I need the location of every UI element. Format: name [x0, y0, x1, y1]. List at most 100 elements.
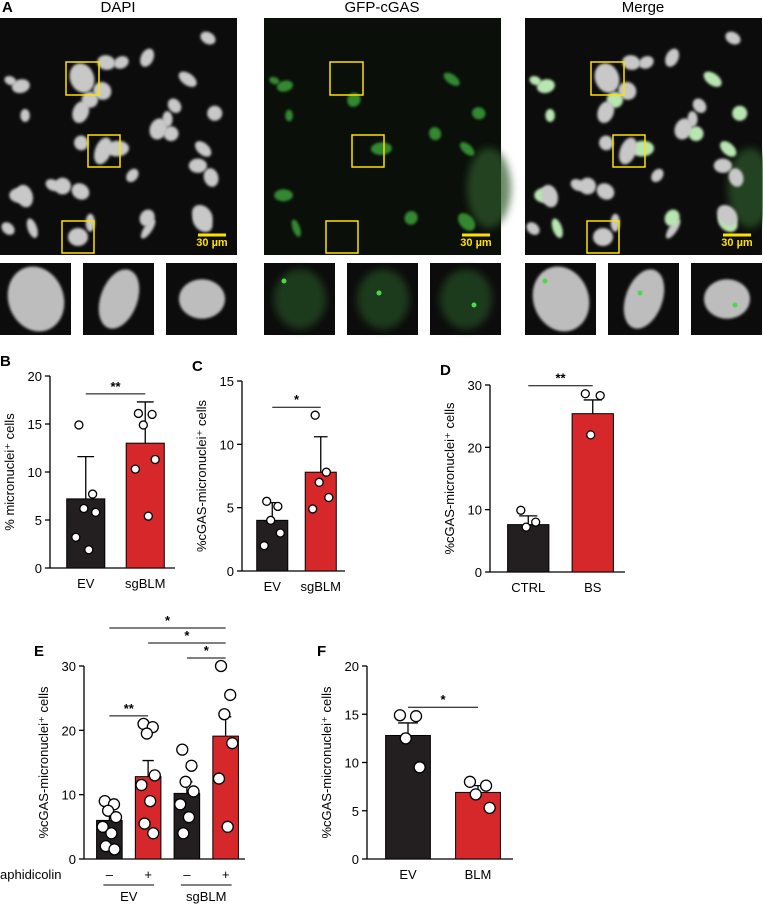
nucleus	[619, 137, 637, 165]
data-point	[147, 409, 157, 420]
y-tick-label: 20	[345, 659, 359, 674]
nucleus	[732, 105, 748, 121]
data-point	[140, 727, 153, 740]
y-tick-label: 10	[468, 503, 482, 518]
data-point	[413, 761, 426, 774]
nucleus	[545, 109, 555, 122]
nucleus	[623, 269, 665, 329]
zoom-box	[65, 61, 100, 96]
inset	[430, 263, 501, 335]
gfp-signal	[285, 109, 293, 122]
data-point	[150, 454, 160, 465]
y-tick-label: 10	[28, 465, 42, 480]
micrographs	[0, 18, 763, 335]
bar	[571, 413, 614, 573]
x-tick-label: +	[144, 867, 152, 882]
y-tick-label: 20	[468, 440, 482, 455]
nucleus	[651, 168, 664, 183]
data-point	[133, 408, 144, 419]
significance-label: *	[204, 643, 210, 658]
nucleus	[45, 179, 60, 192]
inset	[83, 263, 154, 335]
data-point	[259, 541, 269, 551]
nucleus	[113, 56, 129, 69]
nucleus	[203, 168, 219, 187]
gfp-signal	[443, 72, 460, 86]
zoom-box	[612, 134, 646, 168]
nucleus	[179, 279, 225, 319]
significance-label: **	[124, 701, 135, 716]
nucleus	[162, 111, 173, 127]
inset	[166, 263, 237, 335]
micronucleus	[376, 290, 382, 296]
nucleus	[674, 118, 693, 140]
nucleus	[94, 137, 112, 165]
x-tick-label: CTRL	[511, 580, 545, 595]
data-point	[516, 505, 526, 515]
micronucleus	[637, 290, 643, 296]
gfp-signal	[276, 80, 293, 92]
data-point	[266, 515, 276, 525]
nucleus	[54, 177, 72, 195]
y-tick-label: 5	[35, 513, 42, 528]
x-tick-label: EV	[264, 579, 282, 594]
nucleus	[207, 105, 223, 121]
micrograph	[0, 18, 237, 255]
cell-glow	[728, 148, 763, 228]
micrograph	[264, 18, 511, 255]
nucleus	[194, 141, 212, 157]
data-point	[314, 477, 324, 487]
group-label: sgBLM	[186, 889, 226, 904]
nucleus	[1, 222, 15, 235]
gfp-signal	[370, 142, 392, 155]
data-point	[130, 464, 140, 474]
inset	[691, 263, 762, 335]
significance-label: **	[110, 379, 121, 394]
panel-letter: C	[192, 358, 203, 375]
x-tick-label: EV	[399, 867, 417, 882]
nucleus	[725, 31, 741, 45]
data-point	[79, 503, 89, 514]
row-label: aphidicolin	[0, 867, 61, 882]
data-point	[91, 507, 101, 517]
x-tick-label: –	[183, 867, 191, 882]
significance-label: *	[440, 692, 446, 707]
data-point	[109, 811, 123, 824]
data-point	[148, 769, 161, 782]
nucleus	[596, 183, 615, 200]
panel-letter: A	[2, 0, 13, 16]
y-axis-label: %cGAS-micronuclei⁺ cells	[36, 686, 51, 839]
data-point	[74, 420, 84, 430]
nucleus	[20, 109, 30, 122]
cell-glow	[357, 269, 409, 329]
panel-letter: D	[440, 362, 451, 379]
y-tick-label: 15	[345, 707, 359, 722]
data-point	[138, 817, 151, 830]
nucleus	[551, 218, 563, 238]
nucleus	[4, 76, 17, 86]
x-tick-label: BLM	[465, 867, 492, 882]
nucleus	[191, 204, 213, 227]
data-point	[212, 772, 226, 785]
data-point	[531, 517, 541, 527]
nucleus	[526, 222, 540, 235]
significance-label: *	[165, 613, 171, 628]
nucleus	[71, 183, 90, 200]
y-tick-label: 20	[28, 369, 42, 384]
data-point	[580, 389, 590, 399]
inset	[608, 263, 679, 335]
gfp-signal	[404, 211, 418, 225]
nucleus	[713, 158, 732, 173]
nucleus	[692, 98, 707, 113]
inset	[0, 263, 71, 335]
nucleus	[163, 126, 179, 142]
data-point	[187, 785, 200, 798]
channel-title: GFP-cGAS	[344, 0, 419, 16]
y-tick-label: 0	[35, 561, 42, 576]
scale-label: 30 µm	[460, 237, 492, 249]
y-tick-label: 0	[352, 852, 359, 867]
data-point	[409, 710, 423, 723]
inset	[264, 263, 335, 335]
data-point	[324, 492, 334, 503]
micronucleus	[732, 302, 738, 308]
